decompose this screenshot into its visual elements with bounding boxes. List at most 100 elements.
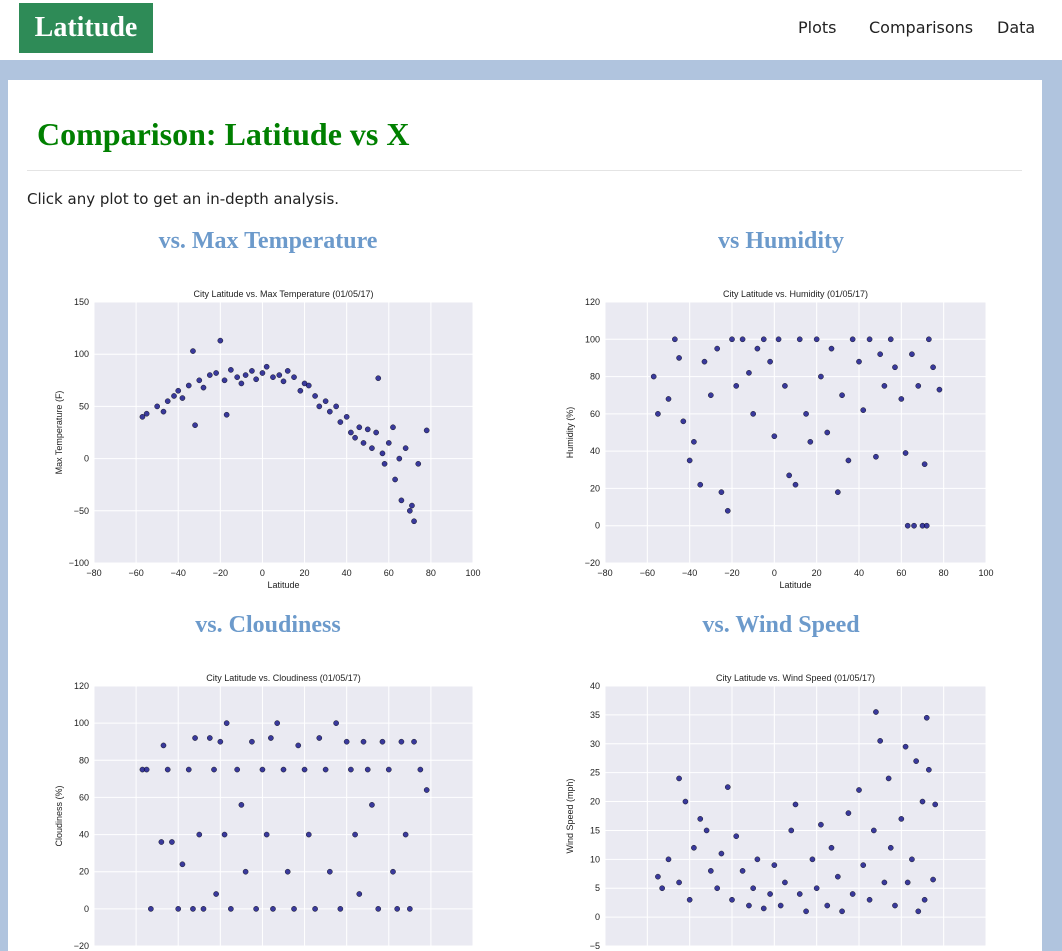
data-point: [828, 345, 835, 352]
data-point: [739, 336, 746, 343]
brand[interactable]: Latitude: [19, 3, 153, 53]
data-point: [714, 345, 720, 352]
data-point: [714, 885, 720, 892]
data-point: [312, 906, 318, 912]
scatter-plot[interactable]: −20 0 20 40 60 80 100 120 −80 −60 −40 −20 0 20 40 60 80 1…: [565, 289, 994, 590]
data-point: [396, 455, 403, 462]
data-point: [849, 891, 856, 897]
y-tick-label: 5: [595, 883, 600, 893]
data-point: [348, 766, 354, 773]
data-point: [154, 403, 160, 410]
data-point: [164, 766, 171, 773]
data-point: [360, 440, 367, 446]
data-point: [691, 844, 697, 851]
y-tick-label: 15: [590, 825, 600, 835]
data-point: [291, 906, 297, 912]
scatter-plot[interactable]: −100 −50 0 50 100 150 −80 −60 −40 −20 0 20 40 60 80 100…: [54, 289, 481, 590]
data-point: [659, 885, 665, 892]
data-point: [409, 502, 415, 509]
data-point: [898, 396, 905, 402]
data-point: [911, 522, 917, 529]
data-point: [337, 419, 344, 425]
data-point: [280, 766, 287, 773]
data-point: [343, 738, 350, 745]
data-point: [270, 906, 276, 912]
data-point: [379, 450, 386, 457]
x-tick-label: −20: [724, 568, 739, 578]
data-point: [733, 383, 740, 389]
nav-link[interactable]: Data: [997, 18, 1036, 37]
data-point: [835, 873, 841, 880]
data-point: [385, 440, 392, 446]
plot-area: [605, 302, 986, 563]
y-axis-label: Cloudiness (%): [54, 785, 64, 846]
data-point: [356, 424, 363, 431]
data-point: [856, 787, 862, 793]
data-point: [703, 827, 710, 834]
plot-heading: vs. Wind Speed: [702, 612, 860, 638]
data-point: [824, 902, 831, 909]
data-point: [796, 336, 803, 343]
data-point: [179, 861, 186, 868]
data-point: [263, 363, 270, 370]
y-tick-label: −20: [585, 558, 600, 568]
data-point: [200, 906, 207, 912]
data-point: [295, 742, 302, 749]
chart-title: City Latitude vs. Max Temperature (01/05…: [194, 289, 374, 299]
scatter-plot[interactable]: −5 0 5 10 15 20 25 30 35 40 City Latitude vs. Wind…: [565, 673, 987, 951]
nav-link[interactable]: Plots: [798, 18, 837, 37]
data-point: [771, 862, 778, 868]
x-tick-label: −80: [597, 568, 612, 578]
data-point: [369, 445, 375, 451]
data-point: [682, 798, 689, 805]
plot-area: [94, 302, 473, 563]
data-point: [729, 336, 735, 343]
data-point: [171, 393, 177, 399]
y-axis-label: Wind Speed (mph): [565, 778, 575, 853]
data-point: [316, 735, 323, 741]
data-point: [892, 364, 898, 371]
nav-link[interactable]: Comparisons: [869, 18, 974, 37]
data-point: [249, 738, 255, 745]
data-point: [750, 411, 756, 417]
data-point: [375, 906, 382, 912]
data-point: [423, 787, 430, 793]
data-point: [871, 827, 877, 834]
data-point: [733, 833, 740, 840]
data-point: [322, 398, 329, 404]
data-point: [169, 839, 175, 845]
chart-title: City Latitude vs. Humidity (01/05/17): [723, 289, 868, 299]
data-point: [160, 742, 167, 749]
data-point: [280, 378, 287, 385]
data-point: [223, 411, 230, 418]
x-tick-label: −60: [128, 568, 143, 578]
data-point: [913, 758, 919, 764]
x-tick-label: −80: [86, 568, 101, 578]
data-point: [881, 383, 888, 389]
data-point: [866, 336, 873, 343]
data-point: [274, 720, 280, 726]
data-point: [352, 831, 358, 838]
data-point: [809, 856, 816, 863]
data-point: [915, 383, 922, 389]
data-point: [792, 481, 799, 488]
data-point: [238, 802, 245, 808]
data-point: [824, 429, 831, 436]
data-point: [297, 387, 304, 394]
y-tick-label: 150: [74, 297, 89, 307]
x-tick-label: 100: [465, 568, 480, 578]
data-point: [676, 775, 682, 782]
data-point: [423, 427, 430, 434]
data-point: [217, 337, 224, 344]
data-point: [803, 411, 809, 417]
x-tick-label: 20: [300, 568, 310, 578]
scatter-plot[interactable]: −20 0 20 40 60 80 100 120 City Latitude vs. Clou…: [54, 673, 474, 951]
y-tick-label: −50: [74, 506, 89, 516]
data-point: [932, 801, 939, 808]
data-point: [398, 738, 405, 745]
data-point: [697, 816, 704, 822]
data-point: [143, 766, 150, 773]
data-point: [221, 831, 228, 838]
data-point: [148, 906, 154, 912]
data-point: [724, 784, 731, 790]
